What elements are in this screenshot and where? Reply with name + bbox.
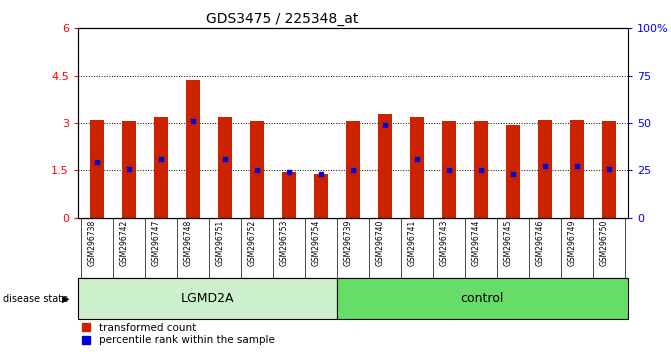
Text: ▶: ▶: [62, 294, 69, 304]
Text: control: control: [461, 292, 504, 305]
Text: GSM296743: GSM296743: [440, 219, 449, 266]
Bar: [122, 121, 136, 218]
Text: GSM296751: GSM296751: [216, 219, 225, 266]
Legend: transformed count, percentile rank within the sample: transformed count, percentile rank withi…: [78, 319, 278, 349]
Text: GSM296745: GSM296745: [504, 219, 513, 266]
Bar: [474, 121, 488, 218]
Bar: [314, 173, 328, 218]
Text: GSM296739: GSM296739: [344, 219, 353, 266]
Text: GSM296738: GSM296738: [88, 219, 97, 266]
Text: GSM296744: GSM296744: [472, 219, 481, 266]
Bar: [378, 114, 392, 218]
FancyBboxPatch shape: [337, 278, 628, 319]
Bar: [506, 125, 520, 218]
Text: GSM296740: GSM296740: [376, 219, 385, 266]
Text: GSM296750: GSM296750: [600, 219, 609, 266]
Bar: [410, 117, 424, 218]
Text: disease state: disease state: [3, 294, 68, 304]
Text: GSM296753: GSM296753: [280, 219, 289, 266]
Bar: [250, 121, 264, 218]
Text: GSM296741: GSM296741: [408, 219, 417, 266]
Text: GSM296748: GSM296748: [184, 219, 193, 266]
Bar: [442, 121, 456, 218]
Bar: [90, 120, 104, 218]
Bar: [346, 121, 360, 218]
FancyBboxPatch shape: [78, 278, 337, 319]
Bar: [537, 120, 552, 218]
Text: GSM296749: GSM296749: [568, 219, 577, 266]
Bar: [218, 117, 232, 218]
Bar: [154, 117, 168, 218]
Text: GSM296746: GSM296746: [536, 219, 545, 266]
Text: GSM296747: GSM296747: [152, 219, 161, 266]
Bar: [602, 121, 616, 218]
Bar: [282, 172, 296, 218]
Bar: [186, 80, 200, 218]
Text: LGMD2A: LGMD2A: [180, 292, 234, 305]
Text: GSM296754: GSM296754: [312, 219, 321, 266]
Text: GDS3475 / 225348_at: GDS3475 / 225348_at: [205, 12, 358, 27]
Text: GSM296752: GSM296752: [248, 219, 257, 266]
Text: GSM296742: GSM296742: [120, 219, 129, 266]
Bar: [570, 120, 584, 218]
